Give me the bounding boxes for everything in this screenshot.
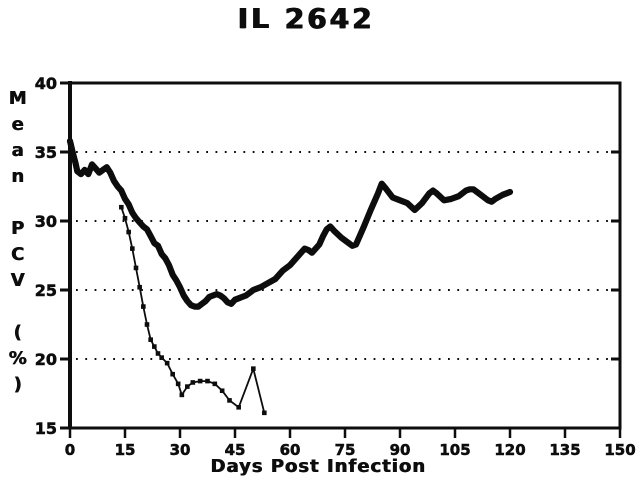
series-thin-line-marker (212, 381, 218, 387)
series-thin-line-marker (170, 371, 175, 377)
series-thin-line-marker (179, 392, 185, 398)
series-thin-line-marker (262, 410, 267, 416)
series-bold-line (66, 137, 514, 310)
series-thin-line-marker (119, 204, 124, 210)
chart-title: IL 2642 (237, 2, 375, 35)
y-tick-label-40: 40 (35, 74, 57, 93)
series-thin-line-marker (227, 398, 232, 403)
x-tick-label-45: 45 (225, 441, 246, 459)
series-thin-line-marker (144, 322, 150, 327)
series-thin-line-marker (175, 381, 181, 387)
series-thin-line-marker (126, 229, 131, 235)
y-tick-label-20: 20 (35, 350, 57, 369)
series-thin-line-marker (164, 360, 170, 366)
series-thin-line-marker (236, 405, 241, 410)
x-tick-label-90: 90 (390, 441, 411, 459)
x-tick-label-60: 60 (280, 441, 301, 459)
plot-frame (68, 81, 622, 430)
series-thin-line-marker (152, 344, 157, 349)
x-tick-label-0: 0 (65, 441, 75, 459)
x-tick-label-30: 30 (170, 441, 191, 459)
y-tick-label-35: 35 (35, 143, 57, 162)
series-thin-line-marker (159, 355, 164, 360)
x-tick-label-75: 75 (335, 441, 356, 459)
series-thin-line-marker (122, 215, 128, 221)
y-tick-label-15: 15 (35, 419, 57, 438)
series-thin-line-marker (133, 265, 139, 271)
series-thin-line-marker (148, 337, 153, 342)
series-thin-line-marker (185, 384, 190, 389)
series-thin-line-marker (130, 246, 135, 251)
series-thin-line-marker (197, 378, 203, 384)
series-thin-line-marker (190, 380, 196, 385)
series-thin-line-marker (141, 304, 146, 309)
y-tick-label-30: 30 (35, 212, 57, 231)
series-thin-line-marker (251, 366, 256, 371)
y-axis-title: Mean PCV (%) (7, 88, 28, 400)
x-tick-label-150: 150 (604, 441, 635, 459)
y-tick-label-25: 25 (35, 281, 57, 300)
x-tick-label-105: 105 (439, 441, 470, 459)
x-tick-label-135: 135 (549, 441, 580, 459)
x-axis-title: Days Post Infection (210, 456, 426, 477)
series-thin-line-marker (155, 351, 161, 356)
series-thin-line-marker (205, 378, 210, 384)
x-tick-label-120: 120 (494, 441, 525, 459)
series-thin-line-marker (137, 284, 142, 290)
x-tick-label-15: 15 (115, 441, 136, 459)
series-thin-line-marker (219, 388, 225, 394)
